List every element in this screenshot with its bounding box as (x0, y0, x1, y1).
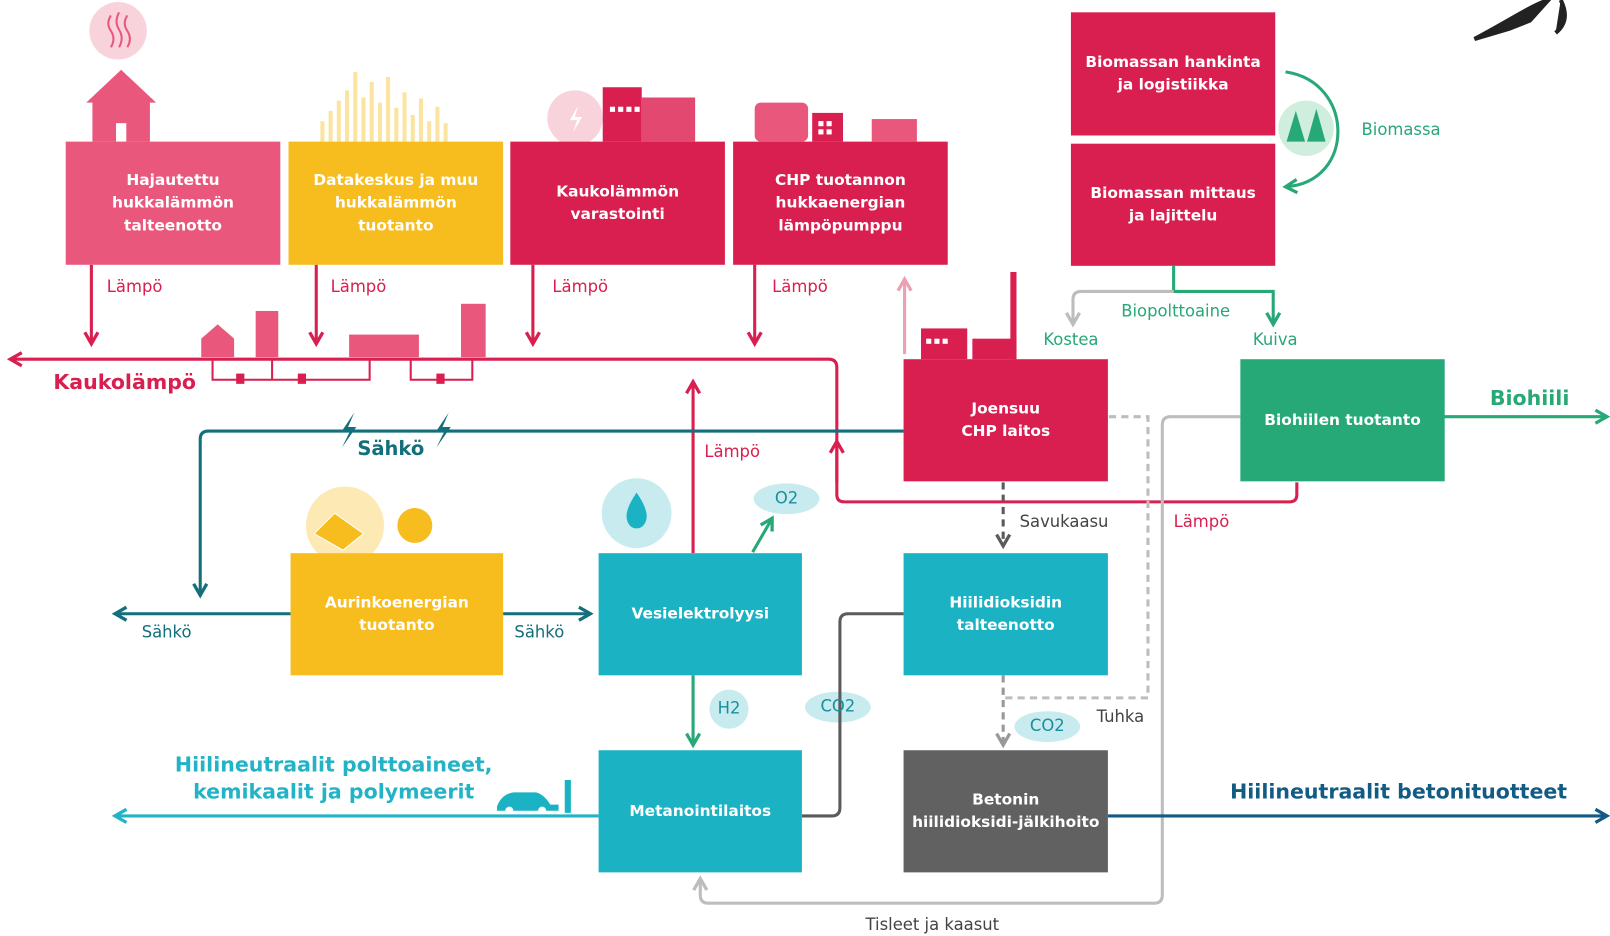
node-label: Metanointilaitos (629, 802, 771, 820)
node-label: ja lajittelu (1128, 207, 1218, 225)
node-label: lämpöpumppu (778, 216, 902, 234)
edge-label: Lämpö (772, 277, 828, 296)
node-box (904, 750, 1108, 872)
node-label: talteenotto (957, 616, 1055, 634)
body: {"nodes":[ {"lines":["Hajautettu","hukka… (0, 0, 1610, 936)
arrow (753, 518, 773, 552)
node-label: ja logistiikka (1117, 76, 1229, 94)
edge-label: Biopolttoaine (1121, 302, 1230, 321)
node-box (1071, 12, 1275, 135)
edge-label: Sähkö (142, 623, 192, 642)
node-label: CHP tuotannon (775, 171, 906, 189)
edge-label: Biomassa (1362, 120, 1441, 139)
node-label: tuotanto (358, 216, 433, 234)
output-label: Hiilineutraalit polttoaineet, (175, 753, 493, 777)
edge-label: Savukaasu (1020, 512, 1109, 531)
diagram: Hajautettu hukkalämmön talteenotto Datakesk… (0, 0, 1610, 936)
edge-label: Tuhka (1096, 707, 1145, 726)
node-label: Vesielektrolyysi (632, 605, 770, 623)
edge-label: Biohiili (1490, 386, 1570, 410)
node-label: hukkalämmön (335, 194, 457, 212)
node-label: hiilidioksidi-jälkihoito (912, 813, 1099, 831)
node-label: Betonin (972, 791, 1039, 809)
edge-label: Lämpö (704, 442, 760, 461)
node-label: Datakeskus ja muu (313, 171, 478, 189)
page: Energy diagram html,body{margin:0;paddin… (0, 0, 1610, 936)
node-label: Biomassan hankinta (1085, 53, 1260, 71)
edge-label: Kostea (1043, 330, 1098, 349)
node-box (510, 142, 725, 265)
edge-label: Lämpö (107, 277, 163, 296)
node-label: tuotanto (359, 616, 434, 634)
edge-label: Tisleet ja kaasut (865, 915, 1000, 934)
node-label: Hajautettu (126, 171, 219, 189)
node-label: Biomassan mittaus (1090, 184, 1255, 202)
edge-label: CO2 (1030, 716, 1065, 735)
node-label: talteenotto (124, 216, 222, 234)
edge-label: Kuiva (1253, 330, 1298, 349)
edge-label: Kaukolämpö (53, 370, 196, 394)
node-label: Kaukolämmön (556, 182, 679, 200)
node-label: hukkaenergian (776, 194, 906, 212)
node-label: Joensuu (970, 399, 1040, 417)
node-box (1071, 144, 1275, 266)
node-box (291, 553, 504, 675)
node-box (904, 553, 1108, 675)
node-label: varastointi (570, 205, 664, 223)
edge-label: H2 (718, 699, 741, 718)
output-label: kemikaalit ja polymeerit (193, 779, 474, 803)
node-label: Aurinkoenergian (325, 593, 469, 611)
edge-label: Lämpö (1174, 512, 1230, 531)
node-label: Biohiilen tuotanto (1264, 411, 1421, 429)
node-box (904, 359, 1108, 481)
edge-label: Lämpö (552, 277, 608, 296)
edge-label: Hiilineutraalit betonituotteet (1230, 779, 1567, 803)
edge-label: Sähkö (357, 437, 424, 460)
edge-label: Lämpö (331, 277, 387, 296)
edge-label: O2 (775, 488, 798, 507)
edge-label: CO2 (820, 697, 855, 716)
node-label: hukkalämmön (112, 194, 234, 212)
node-label: CHP laitos (961, 422, 1050, 440)
edge-label: Sähkö (514, 623, 564, 642)
node-label: Hiilidioksidin (949, 593, 1062, 611)
